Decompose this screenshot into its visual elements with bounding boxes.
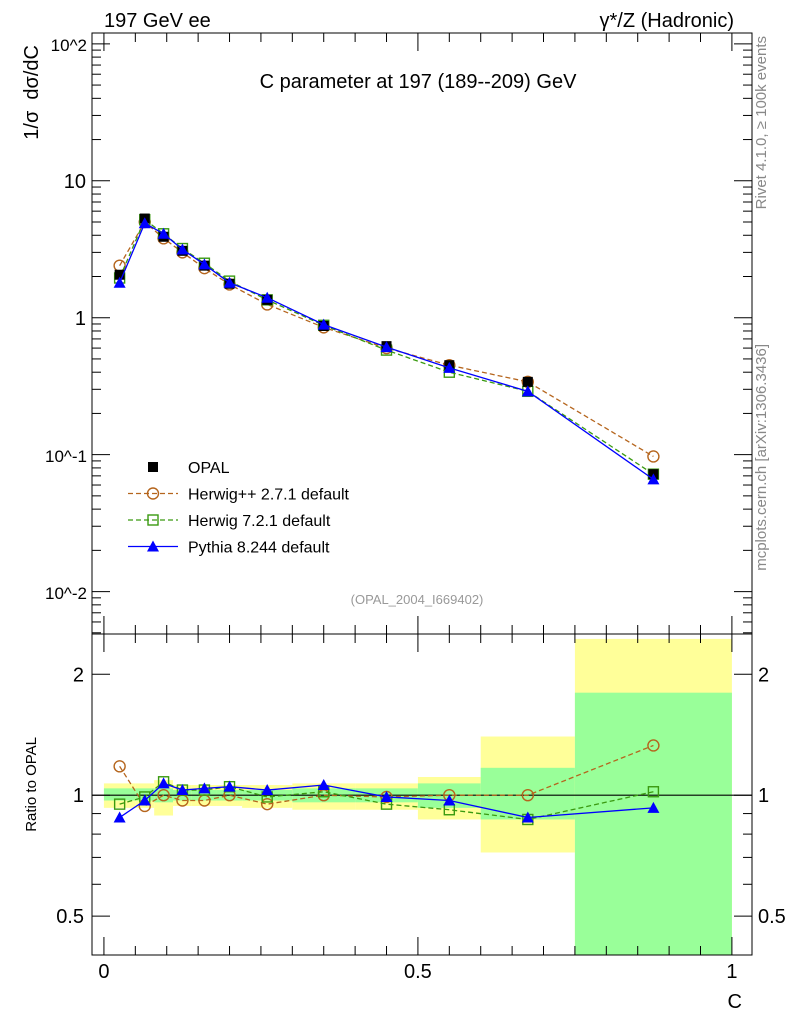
series-line [119,222,654,480]
ratio-series [113,739,660,826]
series-line [119,781,654,821]
data-point-triangle [138,217,151,229]
header-right: γ*/Z (Hadronic) [600,10,734,32]
data-point-open-circle [157,788,170,802]
legend: OPAL Herwig++ 2.7.1 default Herwig 7.2.1 d… [128,460,350,557]
data-point-triangle [380,341,393,353]
data-point-triangle [113,276,126,288]
main-series [113,213,660,485]
x-tick-label: 1 [726,961,737,983]
data-point-triangle [443,361,456,373]
data-point-triangle [176,784,189,796]
ratio-y-tick-label-right: 2 [758,664,769,686]
stat-uncertainty-band [103,788,136,801]
data-point-square [148,462,158,472]
data-point-triangle [198,258,211,270]
data-point-triangle [647,473,660,485]
analysis-label: (OPAL_2004_I669402) [351,592,484,607]
ratio-y-axis-label: Ratio to OPAL [23,737,40,832]
y-tick-label: 10^-1 [45,447,87,466]
data-point-triangle [443,794,456,806]
rivet-label: Rivet 4.1.0, ≥ 100k events [753,36,770,209]
data-point-open-circle [113,760,126,773]
data-point-open-square [147,514,159,526]
axes: 0.5 0.5 1 1 2 2 0 0.5 1 [56,32,786,983]
chart-title: C parameter at 197 (189--209) GeV [260,71,577,93]
stat-uncertainty-band [574,692,732,955]
ratio-y-tick-label: 1 [73,785,84,807]
data-point-open-circle [146,487,160,500]
legend-label: Herwig++ 2.7.1 default [188,487,350,504]
data-point-triangle [317,779,330,791]
data-point-square [114,269,125,280]
x-axis-label: C [728,991,742,1013]
ratio-y-tick-label: 2 [73,664,84,686]
series-line [119,744,654,807]
ratio-y-tick-label: 0.5 [56,906,84,928]
data-point-open-square [647,786,660,798]
ratio-y-tick-label-right: 0.5 [758,906,786,928]
data-point-triangle [198,782,211,794]
data-point-triangle [138,794,151,806]
data-point-triangle [380,790,393,802]
data-point-triangle [147,540,159,552]
y-tick-label: 10^2 [51,36,87,55]
data-point-triangle [647,801,660,813]
legend-label: Herwig 7.2.1 default [188,513,331,530]
data-point-triangle [113,811,126,823]
data-point-triangle [157,777,170,789]
data-point-triangle [223,276,236,288]
data-point-open-circle [521,788,535,802]
data-point-triangle [261,784,274,796]
data-point-triangle [157,227,170,239]
mcplots-label: mcplots.cern.ch [arXiv:1306.3436] [753,344,770,571]
y-tick-label: 10 [64,171,86,193]
x-tick-label: 0.5 [404,961,432,983]
data-point-triangle [261,291,274,303]
data-point-open-circle [261,797,274,811]
y-axis-label: 1/σ dσ/dC [21,45,43,140]
data-point-open-circle [647,450,660,463]
legend-label: Pythia 8.244 default [188,540,330,557]
series-line [119,220,654,458]
ratio-plot-frame [91,633,753,956]
data-point-open-square [113,798,126,810]
ratio-y-tick-label-right: 1 [758,785,769,807]
x-tick-label: 0 [98,961,109,983]
data-point-triangle [317,318,330,330]
data-point-triangle [223,780,236,792]
data-point-square [522,376,533,387]
legend-label: OPAL [188,460,230,477]
y-tick-label: 10^-2 [45,584,87,603]
y-tick-label: 1 [75,308,86,330]
data-point-triangle [176,243,189,255]
data-point-triangle [521,385,534,397]
data-point-triangle [521,811,534,823]
ratio-uncertainty-bands [103,638,732,955]
data-point-open-circle [647,739,660,752]
header-left: 197 GeV ee [104,10,211,32]
